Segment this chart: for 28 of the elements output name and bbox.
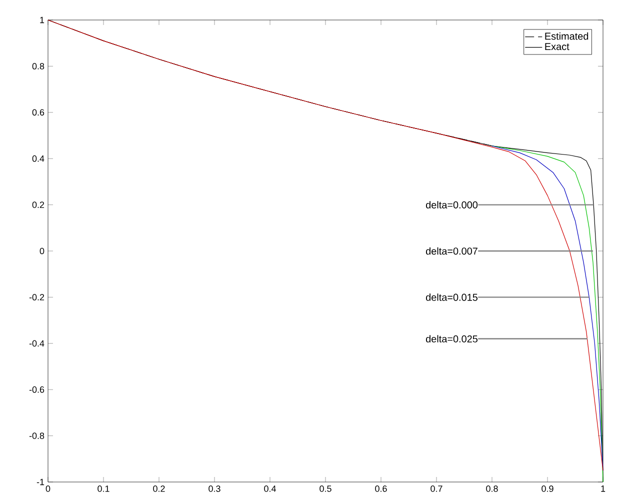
y-tick-label: 0.6 <box>32 109 44 116</box>
x-tick-label: 0.5 <box>320 486 332 492</box>
y-tick-label: 0.8 <box>32 63 44 70</box>
y-tick-label: -0.6 <box>29 386 44 393</box>
y-tick-label: -0.4 <box>29 340 44 347</box>
x-tick-label: 0.7 <box>430 486 442 492</box>
annotation: delta=0.007 <box>426 247 478 255</box>
annotation: delta=0.000 <box>426 201 478 208</box>
annotation: delta=0.025 <box>426 335 478 342</box>
y-tick-label: 0.4 <box>32 155 44 162</box>
legend-label: Exact <box>545 43 570 50</box>
y-tick-label: 0 <box>40 248 44 254</box>
x-tick-label: 0.1 <box>98 486 110 492</box>
legend-label: Estimated <box>545 32 588 40</box>
x-tick-label: 0.9 <box>542 486 554 492</box>
x-tick-label: 0 <box>46 486 50 492</box>
x-tick-label: 0.4 <box>264 486 276 492</box>
x-tick-label: 0.3 <box>208 486 220 492</box>
x-tick-label: 0.6 <box>375 486 387 492</box>
y-tick-label: -0.8 <box>29 432 44 439</box>
y-tick-label: 1 <box>40 16 44 24</box>
x-tick-label: 0.8 <box>486 486 498 492</box>
annotation: delta=0.015 <box>426 294 478 301</box>
y-tick-label: 0.2 <box>32 202 44 208</box>
x-tick-label: 0.2 <box>153 486 165 492</box>
y-tick-label: -1 <box>36 478 44 486</box>
x-tick-label: 1 <box>601 486 606 492</box>
y-tick-label: -0.2 <box>29 294 44 300</box>
